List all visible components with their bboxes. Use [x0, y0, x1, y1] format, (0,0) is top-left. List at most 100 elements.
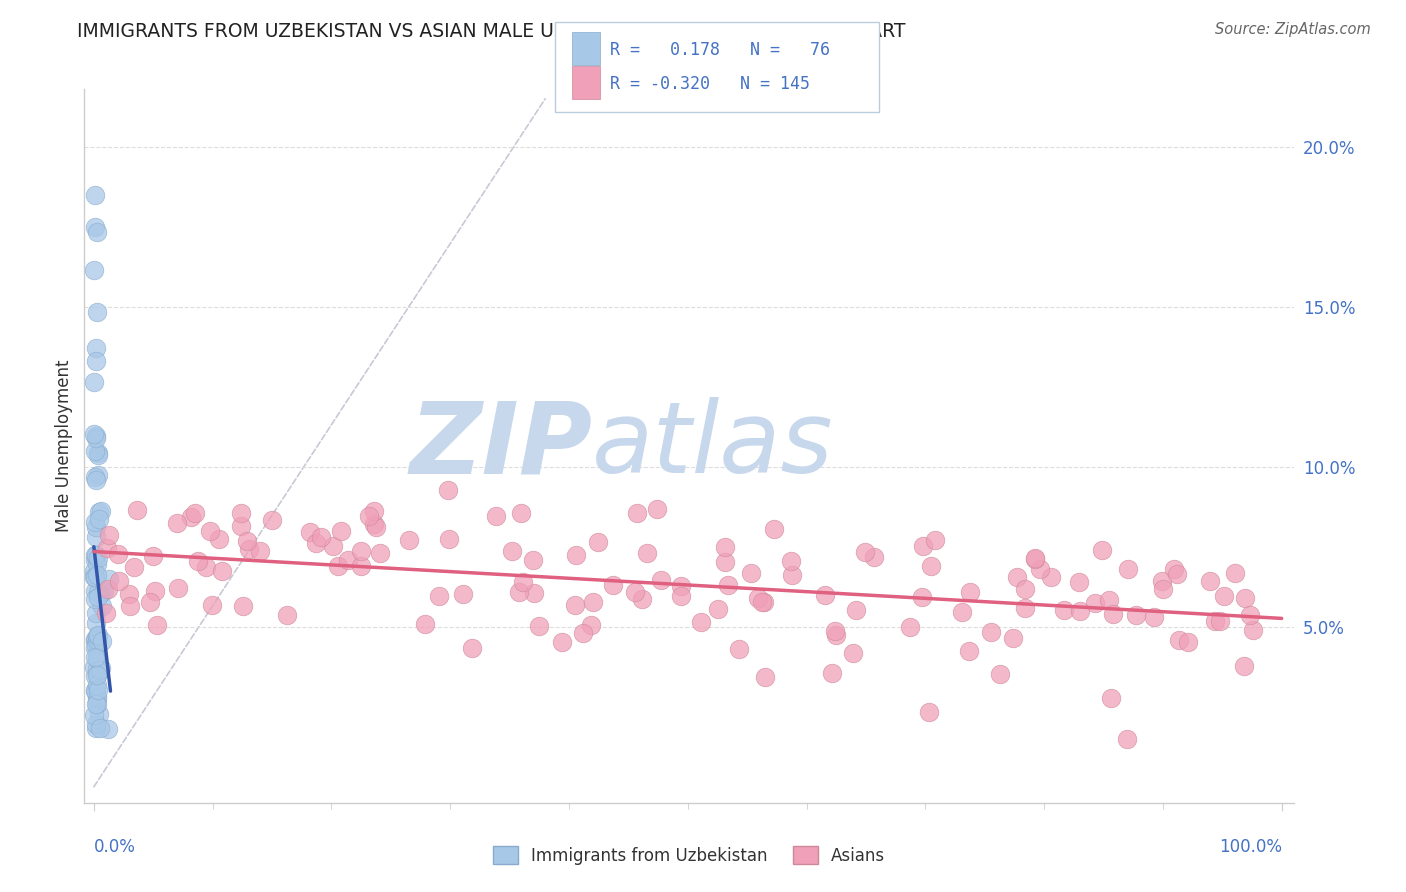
Point — [920, 559, 942, 574]
Point — [86, 650, 108, 665]
Point — [336, 552, 359, 566]
Point — [183, 506, 205, 520]
Point — [86, 697, 108, 711]
Point — [1225, 566, 1247, 581]
Point — [122, 560, 145, 574]
Point — [523, 585, 546, 599]
Point — [84, 639, 107, 653]
Point — [143, 584, 166, 599]
Point — [650, 573, 672, 587]
Text: IMMIGRANTS FROM UZBEKISTAN VS ASIAN MALE UNEMPLOYMENT CORRELATION CHART: IMMIGRANTS FROM UZBEKISTAN VS ASIAN MALE… — [77, 22, 905, 41]
Point — [980, 625, 1002, 640]
Point — [87, 628, 110, 642]
Point — [1102, 607, 1125, 621]
Point — [1177, 635, 1199, 649]
Point — [564, 598, 586, 612]
Point — [1007, 570, 1029, 584]
Point — [87, 683, 110, 698]
Point — [565, 548, 588, 562]
Point — [1233, 659, 1256, 673]
Point — [83, 375, 105, 389]
Point — [86, 650, 108, 665]
Point — [86, 633, 108, 648]
Text: Source: ZipAtlas.com: Source: ZipAtlas.com — [1215, 22, 1371, 37]
Point — [623, 584, 645, 599]
Point — [83, 564, 105, 578]
Point — [262, 513, 284, 527]
Point — [166, 516, 188, 530]
Point — [84, 473, 107, 487]
Point — [863, 550, 886, 565]
Point — [1116, 731, 1139, 746]
Point — [821, 666, 844, 681]
Point — [950, 605, 973, 619]
Point — [1204, 614, 1226, 628]
Point — [87, 446, 110, 460]
Point — [572, 625, 595, 640]
Point — [898, 620, 921, 634]
Point — [1084, 596, 1107, 610]
Point — [236, 534, 259, 549]
Point — [83, 470, 105, 484]
Point — [89, 721, 111, 735]
Point — [1024, 551, 1046, 566]
Point — [842, 646, 865, 660]
Point — [1209, 614, 1232, 628]
Point — [1198, 574, 1220, 588]
Point — [1142, 610, 1164, 624]
Point — [364, 520, 387, 534]
Point — [86, 690, 108, 704]
Point — [501, 543, 523, 558]
Point — [330, 524, 353, 538]
Text: R =   0.178   N =   76: R = 0.178 N = 76 — [610, 41, 830, 59]
Point — [97, 528, 120, 542]
Point — [142, 549, 165, 563]
Point — [238, 542, 260, 557]
Point — [118, 587, 141, 601]
Point — [322, 539, 344, 553]
Point — [645, 502, 668, 516]
Point — [671, 590, 693, 604]
Point — [83, 552, 105, 566]
Point — [551, 635, 574, 649]
Point — [83, 263, 105, 277]
Point — [86, 558, 108, 572]
Point — [96, 606, 118, 620]
Point — [512, 575, 534, 590]
Point — [232, 599, 254, 614]
Text: ZIP: ZIP — [409, 398, 592, 494]
Point — [84, 515, 107, 529]
Point — [427, 589, 450, 603]
Point — [713, 555, 735, 569]
Point — [845, 603, 868, 617]
Point — [1069, 604, 1091, 618]
Point — [461, 640, 484, 655]
Point — [751, 595, 773, 609]
Point — [350, 544, 373, 558]
Point — [87, 512, 110, 526]
Point — [83, 650, 105, 665]
Point — [527, 619, 550, 633]
Point — [89, 663, 111, 677]
Point — [357, 509, 380, 524]
Point — [86, 549, 108, 563]
Point — [84, 353, 107, 368]
Point — [84, 683, 107, 698]
Point — [1053, 602, 1076, 616]
Point — [1152, 582, 1174, 596]
Point — [187, 554, 209, 568]
Point — [1239, 608, 1261, 623]
Point — [1241, 624, 1264, 638]
Point — [84, 443, 107, 458]
Point — [763, 522, 786, 536]
Point — [363, 516, 385, 531]
Point — [451, 587, 474, 601]
Point — [127, 503, 149, 517]
Point — [84, 633, 107, 648]
Point — [717, 578, 740, 592]
Point — [586, 534, 609, 549]
Point — [363, 504, 385, 518]
Point — [229, 506, 252, 520]
Point — [1098, 593, 1121, 607]
Point — [437, 483, 460, 498]
